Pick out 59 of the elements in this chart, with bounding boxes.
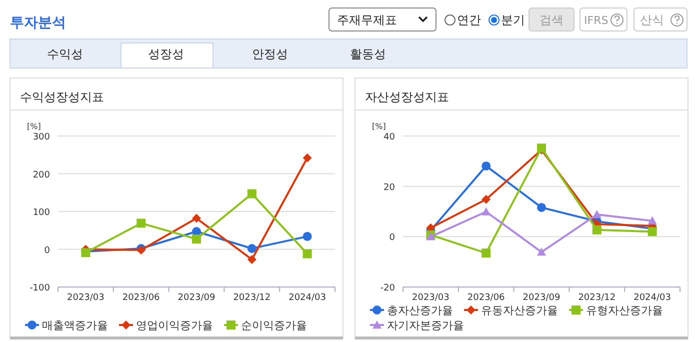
point (648, 216, 657, 224)
x-tick-label: 2023/06 (467, 293, 506, 303)
text: 연간 (457, 13, 481, 27)
x-tick-label: 2023/12 (233, 293, 271, 303)
point (192, 234, 201, 244)
point (247, 254, 256, 264)
text: 산식 (640, 13, 664, 27)
x-tick-label: 2024/03 (288, 293, 326, 303)
point (537, 248, 546, 256)
point (648, 227, 657, 236)
point (302, 249, 312, 258)
text: 투자분석 (10, 15, 66, 31)
legend-label: 영업이익증가율 (136, 319, 213, 332)
text: 검색 (540, 13, 564, 27)
y-tick-label: -20 (380, 284, 396, 294)
chart-title: 수익성장성지표 (20, 90, 104, 104)
y-tick-label: 40 (384, 132, 396, 142)
y-tick-label: 0 (389, 233, 396, 244)
text: 수익성 (47, 47, 83, 61)
y-tick-label: 100 (32, 208, 50, 218)
point (247, 244, 256, 253)
x-tick-label: 2023/09 (522, 293, 560, 303)
point (136, 218, 146, 228)
legend-label: 자기자본증가율 (387, 319, 464, 332)
text: 안정성 (252, 47, 288, 61)
x-tick-label: 2023/03 (67, 293, 104, 303)
text: 성장성 (148, 47, 184, 61)
point (592, 225, 602, 234)
legend-label: 순이익증가율 (241, 319, 307, 332)
x-tick-label: 2023/12 (578, 293, 616, 303)
text: 분기 (501, 13, 525, 27)
text: 주재무제표 (337, 13, 397, 27)
x-tick-label: 2024/03 (634, 293, 671, 303)
y-tick-label: 300 (32, 132, 50, 142)
point (247, 189, 256, 198)
point (482, 194, 491, 204)
x-tick-label: 2023/06 (122, 293, 160, 303)
y-tick-label: -100 (30, 284, 50, 294)
y-axis-title: [%] (27, 122, 41, 131)
point (482, 161, 491, 170)
point (302, 153, 312, 162)
y-tick-label: 20 (384, 182, 396, 193)
point (592, 210, 602, 218)
point (482, 248, 491, 258)
y-tick-label: 200 (32, 170, 50, 180)
point (302, 232, 312, 241)
legend-label: 매출액증가율 (42, 319, 108, 332)
x-tick-label: 2023/09 (178, 293, 216, 303)
legend-label: 유동자산증가율 (481, 304, 558, 317)
y-axis-title: [%] (372, 122, 386, 131)
text: 활동성 (350, 47, 386, 61)
text: IFRS (584, 14, 608, 27)
legend-label: 총자산증가율 (387, 304, 453, 317)
legend-label: 유형자산증가율 (586, 304, 663, 317)
point (192, 214, 201, 223)
x-tick-label: 2023/03 (412, 293, 450, 303)
point (537, 202, 546, 212)
y-tick-label: 0 (44, 246, 50, 256)
chart-title: 자산성장성지표 (365, 90, 449, 104)
